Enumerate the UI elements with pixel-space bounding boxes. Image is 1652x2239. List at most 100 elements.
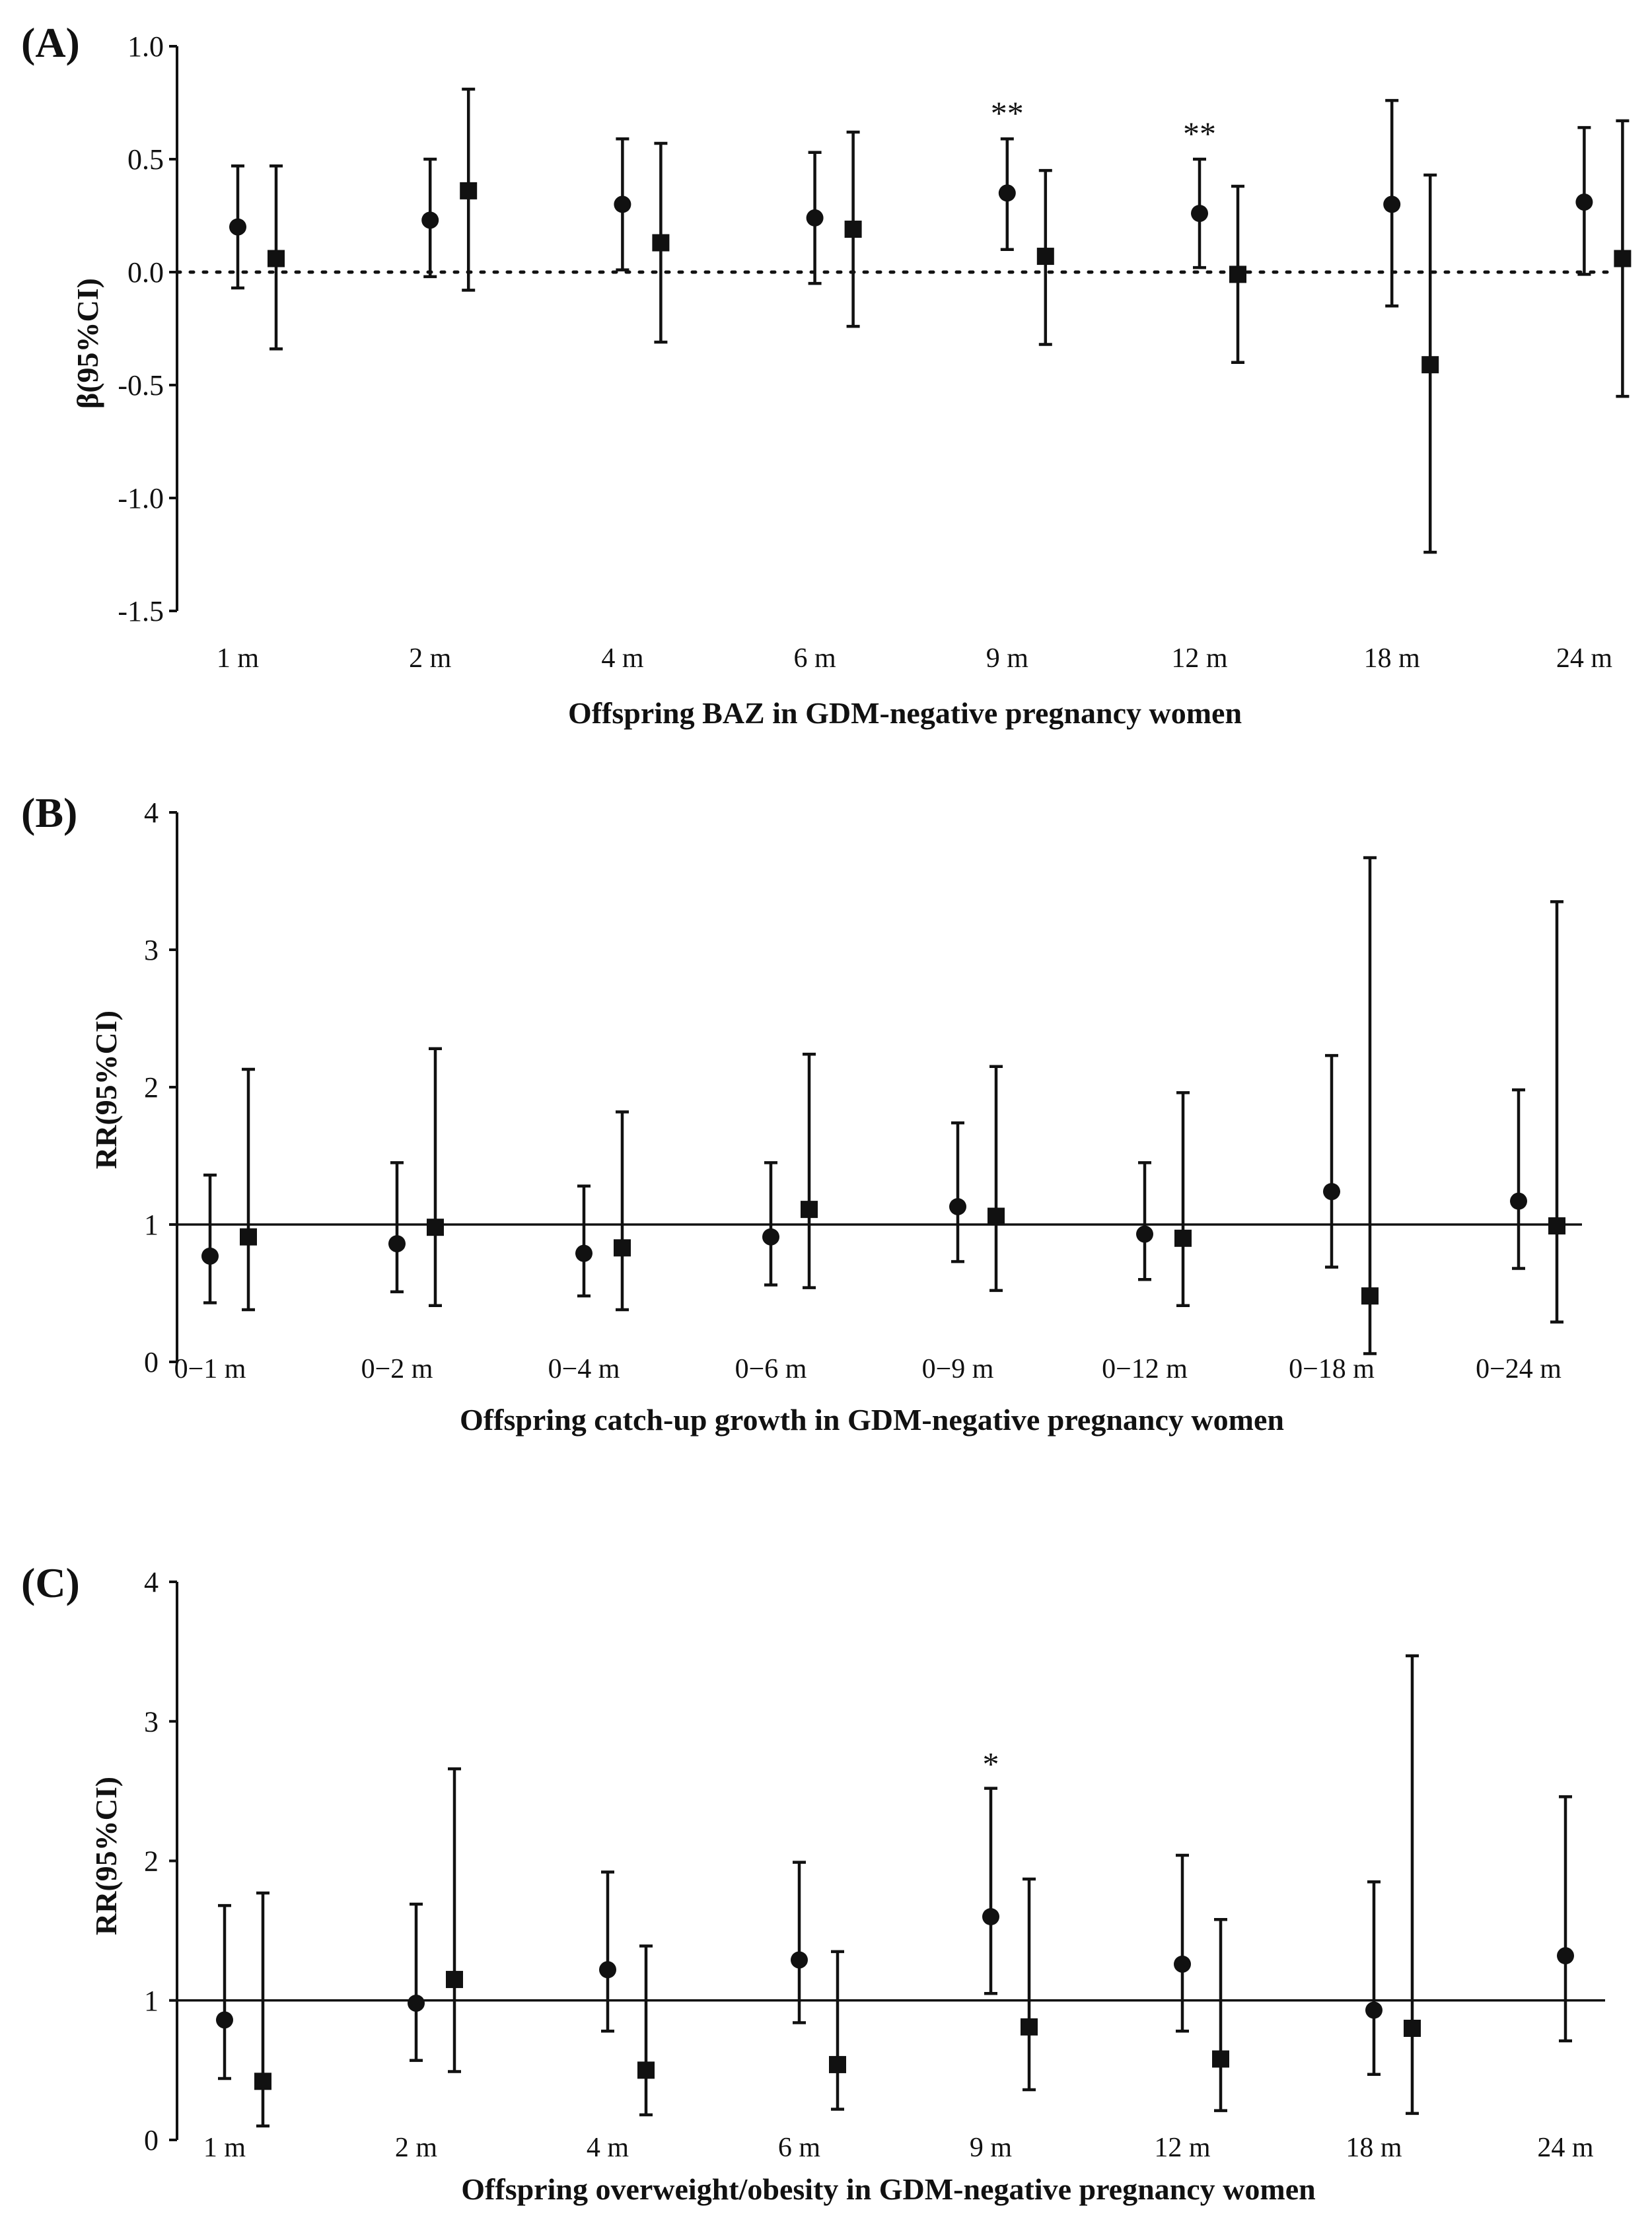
point-square	[614, 1239, 631, 1257]
y-tick-label: 1	[144, 1985, 159, 2017]
y-tick-label: 0.0	[127, 256, 164, 289]
panel-a-xlabel: Offspring BAZ in GDM-negative pregnancy …	[568, 696, 1242, 730]
point-square	[801, 1201, 818, 1219]
y-tick-label: 1.0	[127, 30, 164, 63]
x-tick-label: 24 m	[1537, 2133, 1594, 2163]
point-square	[254, 2073, 271, 2090]
y-tick-label: 1	[144, 1209, 159, 1241]
significance-marker: **	[1183, 115, 1216, 152]
x-tick-label: 18 m	[1346, 2133, 1402, 2163]
panel-a-ylabel: β(95%CI)	[71, 278, 104, 409]
point-circle	[1510, 1192, 1527, 1210]
significance-marker: **	[991, 94, 1024, 131]
x-tick-label: 6 m	[778, 2133, 821, 2163]
panel-a-label: (A)	[21, 19, 80, 66]
panel-c-xlabel: Offspring overweight/obesity in GDM-nega…	[461, 2172, 1315, 2206]
point-square	[1212, 2050, 1229, 2068]
point-circle	[949, 1197, 966, 1215]
point-square	[1036, 248, 1054, 266]
point-circle	[575, 1244, 593, 1262]
point-circle	[599, 1961, 616, 1979]
x-tick-label: 0−24 m	[1476, 1354, 1562, 1384]
point-square	[1229, 266, 1246, 283]
x-tick-label: 0−18 m	[1289, 1354, 1375, 1384]
x-tick-label: 12 m	[1154, 2133, 1211, 2163]
panel-c-plot: 4 3 2 1 0 1 m 2 m 4 m 6 m 9 m 12 m 18 m 24 m *	[144, 1566, 1605, 2163]
y-tick-label: -1.5	[118, 595, 164, 627]
panel-b-xlabel: Offspring catch-up growth in GDM-negativ…	[460, 1403, 1284, 1437]
x-tick-label: 2 m	[395, 2133, 438, 2163]
x-tick-label: 12 m	[1171, 643, 1228, 674]
y-tick-label: -0.5	[118, 369, 164, 402]
point-circle	[1191, 205, 1208, 223]
point-circle	[216, 2011, 233, 2029]
x-tick-label: 1 m	[203, 2133, 246, 2163]
y-tick-label: 3	[144, 934, 159, 966]
y-tick-label: 0	[144, 1346, 159, 1378]
panel-c-ylabel: RR(95%CI)	[89, 1777, 123, 1935]
point-circle	[1383, 195, 1401, 213]
point-square	[427, 1219, 444, 1236]
point-square	[1361, 1287, 1379, 1305]
point-circle	[982, 1908, 999, 1925]
x-tick-label: 0−1 m	[174, 1354, 246, 1384]
point-square	[1421, 356, 1439, 374]
point-circle	[762, 1228, 779, 1246]
x-tick-label: 9 m	[986, 643, 1029, 674]
point-square	[1174, 1229, 1192, 1247]
x-tick-label: 9 m	[970, 2133, 1013, 2163]
point-circle	[1136, 1225, 1153, 1243]
y-tick-label: 0	[144, 2124, 159, 2156]
x-tick-label: 0−4 m	[548, 1354, 620, 1384]
x-tick-label: 0−12 m	[1102, 1354, 1188, 1384]
y-tick-label: 4	[144, 1566, 159, 1598]
panel-b: (B) Offspring catch-up growth in GDM-neg…	[21, 789, 1582, 1437]
x-tick-label: 24 m	[1556, 643, 1613, 674]
point-square	[1548, 1217, 1565, 1235]
panel-b-plot: 4 3 2 1 0 0−1 m 0−2 m 0−4 m 0−6 m 0−9 m 0−12 m 0−18…	[144, 797, 1582, 1384]
point-circle	[1365, 2001, 1383, 2019]
x-tick-label: 4 m	[601, 643, 644, 674]
point-circle	[388, 1235, 406, 1253]
point-circle	[1557, 1947, 1574, 1965]
point-square	[268, 250, 285, 267]
point-square	[988, 1207, 1005, 1225]
x-tick-label: 18 m	[1364, 643, 1421, 674]
point-square	[1404, 2020, 1421, 2037]
x-tick-label: 0−9 m	[922, 1354, 994, 1384]
point-square	[446, 1971, 463, 1989]
point-square	[829, 2055, 846, 2073]
point-square	[844, 221, 862, 238]
y-tick-label: 0.5	[127, 143, 164, 176]
panel-b-label: (B)	[21, 789, 77, 836]
significance-marker: *	[983, 1746, 999, 1783]
panel-a: (A) Offspring BAZ in GDM-negative pregna…	[21, 19, 1632, 730]
point-circle	[229, 218, 246, 236]
point-circle	[201, 1247, 219, 1265]
x-tick-label: 0−2 m	[361, 1354, 433, 1384]
point-square	[1614, 250, 1632, 267]
point-circle	[408, 1994, 425, 2012]
point-circle	[1323, 1183, 1340, 1201]
y-tick-label: 4	[144, 797, 159, 829]
x-tick-label: 4 m	[587, 2133, 629, 2163]
y-tick-label: 2	[144, 1845, 159, 1878]
point-circle	[1575, 193, 1593, 211]
point-square	[460, 182, 478, 199]
point-square	[637, 2061, 655, 2079]
x-tick-label: 6 m	[794, 643, 837, 674]
x-tick-label: 1 m	[217, 643, 260, 674]
point-square	[652, 234, 670, 252]
panel-c-label: (C)	[21, 1559, 80, 1606]
panel-b-ylabel: RR(95%CI)	[89, 1011, 123, 1169]
point-square	[1021, 2018, 1038, 2036]
panel-a-plot: 1.0 0.5 0.0 -0.5 -1.0 -1.5 1 m 2 m 4 m 6 m 9 m 12 m…	[118, 30, 1632, 674]
x-tick-label: 2 m	[409, 643, 452, 674]
point-circle	[614, 195, 631, 213]
y-tick-label: -1.0	[118, 482, 164, 515]
y-tick-label: 3	[144, 1705, 159, 1738]
panel-c: (C) Offspring overweight/obesity in GDM-…	[21, 1559, 1605, 2206]
point-circle	[421, 211, 439, 229]
point-circle	[806, 209, 824, 227]
